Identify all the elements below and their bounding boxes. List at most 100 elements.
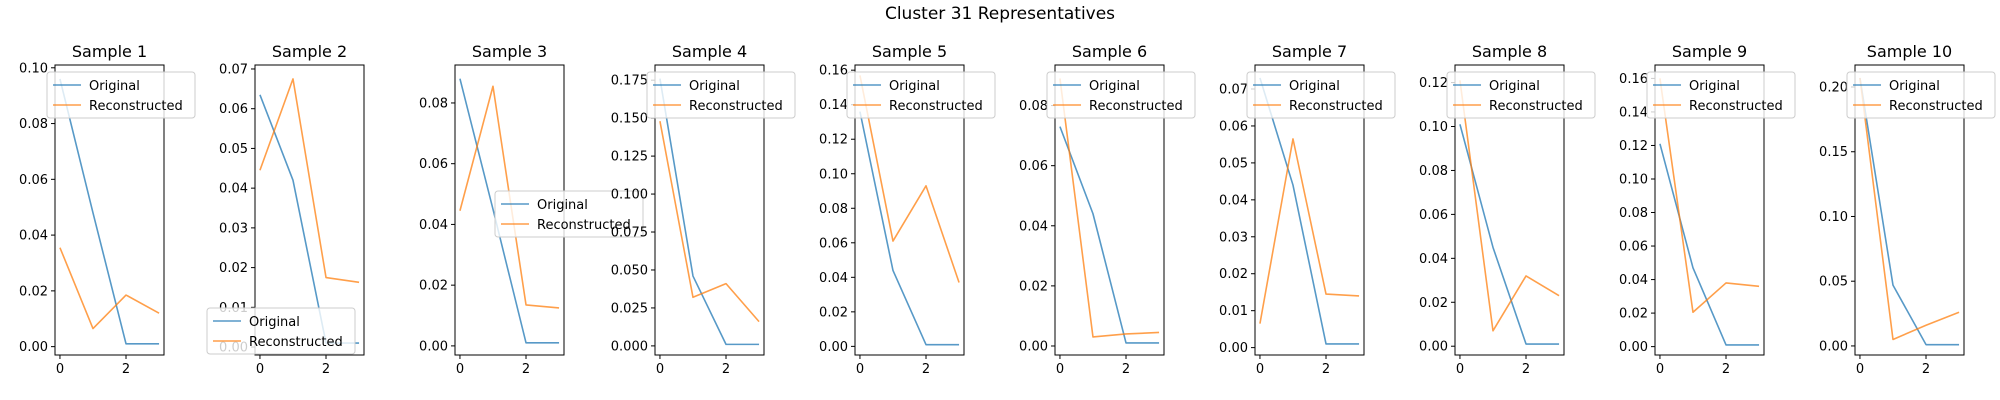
y-tick-label: 0.00 <box>419 339 448 354</box>
subplot-title: Sample 9 <box>1672 42 1747 61</box>
y-tick-label: 0.07 <box>1219 83 1248 98</box>
subplot-4: Sample 4 0.000 0.025 0.050 0.075 0.100 0.125 0.… <box>611 42 796 377</box>
legend: Original Reconstructed <box>206 307 356 355</box>
series-line-original <box>859 111 960 346</box>
legend-label: Reconstructed <box>537 218 631 233</box>
x-tick-label: 2 <box>1122 362 1130 377</box>
x-tick-label: 0 <box>56 362 64 377</box>
y-tick-label: 0.00 <box>819 340 848 355</box>
legend: Original Reconstructed <box>494 190 644 238</box>
y-tick-label: 0.04 <box>819 271 848 286</box>
y-tick-label: 0.08 <box>1419 164 1448 179</box>
subplot-title: Sample 3 <box>472 42 547 61</box>
y-tick-label: 0.16 <box>1619 72 1648 87</box>
y-tick-label: 0.025 <box>611 301 648 316</box>
subplot-title: Sample 7 <box>1272 42 1347 61</box>
legend-label: Original <box>89 79 140 94</box>
series-line-original <box>59 78 160 345</box>
y-tick-label: 0.04 <box>419 218 448 233</box>
series-line-original <box>459 78 560 344</box>
series-line-original <box>1059 126 1160 344</box>
subplot-title: Sample 4 <box>672 42 747 61</box>
axes-frame <box>1054 64 1165 356</box>
y-tick-label: 0.06 <box>19 173 48 188</box>
subplot-title: Sample 1 <box>72 42 147 61</box>
y-tick-label: 0.04 <box>219 182 248 197</box>
y-tick-label: 0.06 <box>1419 208 1448 223</box>
x-tick-label: 2 <box>1922 362 1930 377</box>
legend: Original Reconstructed <box>1246 71 1396 119</box>
legend-label: Original <box>689 79 740 94</box>
axes-frame <box>654 64 765 356</box>
x-tick-label: 0 <box>1056 362 1064 377</box>
x-tick-label: 2 <box>322 362 330 377</box>
legend-label: Original <box>1689 79 1740 94</box>
legend-box <box>646 71 796 119</box>
series-line-reconstructed <box>659 121 760 323</box>
axes-frame <box>54 64 165 356</box>
legend-label: Reconstructed <box>1889 99 1983 114</box>
y-tick-label: 0.08 <box>1019 99 1048 114</box>
series-line-reconstructed <box>1259 138 1360 324</box>
x-tick-label: 2 <box>1322 362 1330 377</box>
y-tick-label: 0.10 <box>1619 172 1648 187</box>
x-tick-label: 0 <box>856 362 864 377</box>
y-tick-label: 0.08 <box>1619 206 1648 221</box>
y-tick-label: 0.03 <box>1219 230 1248 245</box>
y-tick-label: 0.02 <box>19 284 48 299</box>
legend: Original Reconstructed <box>1846 71 1996 119</box>
series-line-reconstructed <box>1859 77 1960 341</box>
legend: Original Reconstructed <box>1446 71 1596 119</box>
y-tick-label: 0.175 <box>611 74 648 89</box>
y-tick-label: 0.05 <box>1819 275 1848 290</box>
y-tick-label: 0.06 <box>1619 240 1648 255</box>
x-tick-label: 2 <box>722 362 730 377</box>
series-line-reconstructed <box>859 75 960 283</box>
x-tick-label: 2 <box>122 362 130 377</box>
legend-box <box>1446 71 1596 119</box>
y-tick-label: 0.000 <box>611 339 648 354</box>
y-tick-label: 0.02 <box>819 305 848 320</box>
subplot-9: Sample 9 0.00 0.02 0.04 0.06 0.08 0.10 0.12 0.14… <box>1619 42 1796 377</box>
legend-label: Reconstructed <box>1089 99 1183 114</box>
axes-frame <box>1454 64 1565 356</box>
legend-box <box>46 71 196 119</box>
subplot-5: Sample 5 0.00 0.02 0.04 0.06 0.08 0.10 0.12 0.14… <box>819 42 996 377</box>
legend: Original Reconstructed <box>46 71 196 119</box>
series-line-original <box>1459 124 1560 345</box>
y-tick-label: 0.02 <box>1419 296 1448 311</box>
y-tick-label: 0.02 <box>1619 307 1648 322</box>
x-tick-label: 0 <box>1456 362 1464 377</box>
y-tick-label: 0.08 <box>419 96 448 111</box>
y-tick-label: 0.10 <box>1819 210 1848 225</box>
y-tick-label: 0.05 <box>1219 156 1248 171</box>
y-tick-label: 0.14 <box>819 98 848 113</box>
y-tick-label: 0.06 <box>219 102 248 117</box>
y-tick-label: 0.08 <box>19 117 48 132</box>
y-tick-label: 0.03 <box>219 221 248 236</box>
y-tick-label: 0.04 <box>1019 219 1048 234</box>
y-tick-label: 0.050 <box>611 263 648 278</box>
y-tick-label: 0.12 <box>1619 139 1648 154</box>
legend-label: Original <box>1089 79 1140 94</box>
x-tick-label: 0 <box>456 362 464 377</box>
y-tick-label: 0.150 <box>611 112 648 127</box>
y-tick-label: 0.10 <box>19 61 48 76</box>
legend-label: Reconstructed <box>89 99 183 114</box>
series-line-original <box>259 94 360 344</box>
legend-label: Reconstructed <box>889 99 983 114</box>
y-tick-label: 0.02 <box>419 279 448 294</box>
subplot-10: Sample 10 0.00 0.05 0.10 0.15 0.20 0 2 Original R… <box>1819 42 1996 377</box>
legend: Original Reconstructed <box>846 71 996 119</box>
y-tick-label: 0.07 <box>219 62 248 77</box>
y-tick-label: 0.06 <box>419 157 448 172</box>
y-tick-label: 0.20 <box>1819 81 1848 96</box>
subplot-title: Sample 6 <box>1072 42 1147 61</box>
legend-box <box>206 307 356 355</box>
x-tick-label: 2 <box>1522 362 1530 377</box>
legend-box <box>1846 71 1996 119</box>
subplot-8: Sample 8 0.00 0.02 0.04 0.06 0.08 0.10 0.12 0 2 Or… <box>1419 42 1596 377</box>
series-line-reconstructed <box>259 78 360 284</box>
legend-label: Original <box>1889 79 1940 94</box>
